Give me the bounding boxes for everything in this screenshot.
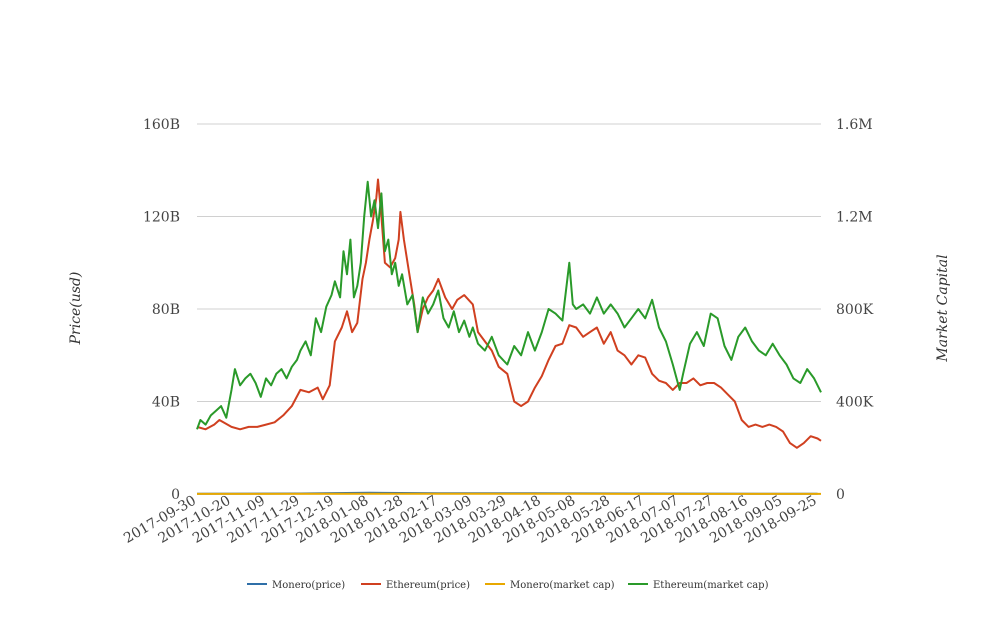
right-axis: 0 400K 800K 1.2M 1.6M [836,117,874,503]
x-axis: 2017-09-302017-10-202017-11-092017-11-29… [121,493,819,547]
left-tick-label: 40B [152,395,180,411]
right-tick-label: 0 [836,487,845,503]
left-tick-label: 120B [143,210,180,226]
series-line-ethereum-price [197,180,821,448]
series-line-ethereum-market-cap [197,182,821,429]
legend: Monero(price) Ethereum(price) Monero(marke… [247,580,769,591]
right-tick-label: 1.2M [836,210,873,226]
right-axis-title: Market Capital [935,254,951,362]
series-layer [197,180,821,494]
grid-layer [197,124,821,494]
left-tick-label: 80B [152,302,180,318]
left-axis-title: Price(usd) [68,272,84,346]
legend-label: Monero(price) [272,580,345,591]
legend-label: Ethereum(market cap) [653,580,769,591]
right-tick-label: 800K [836,302,874,318]
legend-label: Monero(market cap) [510,580,615,591]
left-tick-label: 160B [143,117,180,133]
right-tick-label: 400K [836,395,874,411]
right-tick-label: 1.6M [836,117,873,133]
legend-label: Ethereum(price) [386,580,470,591]
